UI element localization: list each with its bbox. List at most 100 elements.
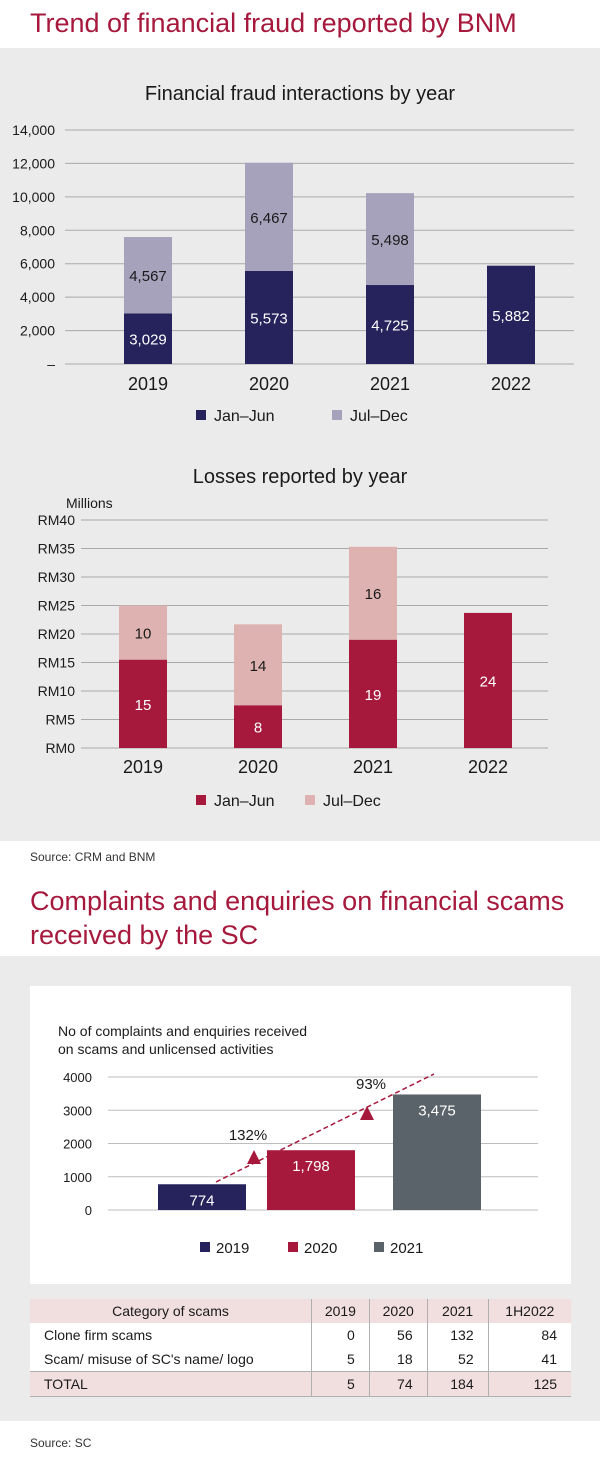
growth-label: 93% [356,1076,386,1093]
growth-label: 132% [229,1127,267,1144]
y-tick-label: RM10 [38,683,76,699]
bar-2019-s0 [119,659,167,748]
y-tick-label: RM40 [38,512,76,528]
chart3-title-line2: on scams and unlicensed activities [58,1041,274,1057]
bar-value-label: 5,498 [371,232,409,249]
bar-value-label: 15 [135,697,152,714]
y-tick-label: 2,000 [20,323,55,339]
losses-chart: Losses reported by year Millions RM0 RM5 R… [38,466,548,810]
x-tick-label: 2021 [370,374,410,394]
legend-swatch-jul-dec [305,795,315,805]
legend-label-jan-jun: Jan–Jun [214,793,275,810]
bar-2019 [158,1184,246,1210]
y-tick-label: – [47,356,55,372]
legend-swatch-2019 [200,1242,210,1252]
y-tick-label: 4,000 [20,289,55,305]
header-category: Category of scams [112,1303,229,1319]
legend-label-jul-dec: Jul–Dec [350,408,408,425]
x-tick-label: 2019 [123,757,163,777]
bar-value-label: 6,467 [250,210,288,227]
y-tick-label: 0 [85,1203,92,1218]
y-tick-label: 14,000 [12,122,55,138]
scam-category-table: Category of scams 2019 2020 2021 1H2022 … [30,1299,571,1397]
y-tick-label: 1000 [63,1170,92,1185]
bar-2020-s1 [245,162,293,271]
y-tick-label: RM35 [38,541,76,557]
y-tick-label: 6,000 [20,256,55,272]
row-cell: 18 [368,1347,428,1372]
section2-source: Source: SC [30,1436,92,1450]
legend-swatch-2020 [288,1242,298,1252]
x-tick-label: 2020 [238,757,278,777]
legend-label-jul-dec: Jul–Dec [323,793,381,810]
chart2-unit-label: Millions [66,495,113,511]
bar-value-label: 774 [189,1192,214,1209]
bar-value-label: 14 [250,658,267,675]
x-tick-label: 2019 [128,374,168,394]
bar-2021-s1 [366,193,414,286]
bar-value-label: 19 [365,687,382,704]
legend-label-2021: 2021 [390,1240,423,1257]
table-row: Clone firm scams 0 56 132 84 [30,1323,571,1347]
bar-value-label: 1,798 [292,1158,330,1175]
table-header-row: Category of scams 2019 2020 2021 1H2022 [30,1299,571,1323]
bar-2021-s0 [366,285,414,364]
bar-value-label: 24 [480,673,497,690]
bar-2019-s1 [124,237,172,314]
y-tick-label: 8,000 [20,222,55,238]
total-label: TOTAL [30,1371,312,1397]
y-tick-label: 2000 [63,1137,92,1152]
y-tick-label: RM15 [38,655,76,671]
y-tick-label: RM20 [38,626,76,642]
y-tick-label: RM0 [45,740,75,756]
bar-value-label: 4,567 [129,268,167,285]
y-tick-label: 12,000 [12,155,55,171]
section1-title: Trend of financial fraud reported by BNM [30,8,517,38]
bar-2022-s0 [487,265,535,364]
table-total-row: TOTAL 5 74 184 125 [30,1371,571,1397]
bar-value-label: 8 [254,720,262,737]
row-cell: 5 [311,1347,370,1372]
bar-value-label: 5,882 [492,308,530,325]
legend-swatch-jan-jun [196,410,206,420]
header-2021: 2021 [426,1299,489,1323]
bar-value-label: 10 [135,626,152,643]
section1-source: Source: CRM and BNM [30,850,156,864]
legend-label-2019: 2019 [216,1240,249,1257]
y-tick-label: 4000 [63,1070,92,1085]
chart2-title: Losses reported by year [193,466,408,488]
section2-title: Complaints and enquiries on financial sc… [30,884,564,952]
row-cell: 56 [368,1323,428,1347]
bar-2019-s1 [119,605,167,660]
bar-value-label: 4,725 [371,318,409,335]
total-cell: 5 [311,1371,370,1397]
bar-2021-s1 [349,546,397,640]
chart3-title-line1: No of complaints and enquiries received [58,1023,307,1039]
x-tick-label: 2020 [249,374,289,394]
bar-2020-s0 [234,705,282,748]
row-category: Clone firm scams [44,1327,153,1343]
bar-2020-s0 [245,270,293,364]
y-tick-label: 10,000 [12,189,55,205]
bar-value-label: 3,029 [129,332,167,349]
legend-swatch-jan-jun [196,795,206,805]
chart1-title: Financial fraud interactions by year [145,83,455,105]
bar-value-label: 16 [365,586,382,603]
x-tick-label: 2022 [468,757,508,777]
legend-label-2020: 2020 [304,1240,337,1257]
x-tick-label: 2022 [491,374,531,394]
x-tick-label: 2021 [353,757,393,777]
y-tick-label: RM5 [45,712,75,728]
sc-complaints-chart: No of complaints and enquiries received … [58,1023,538,1257]
legend-swatch-jul-dec [332,410,342,420]
bar-value-label: 5,573 [250,310,288,327]
y-tick-label: RM25 [38,598,76,614]
legend-swatch-2021 [374,1242,384,1252]
table-row: Scam/ misuse of SC's name/ logo 5 18 52 … [30,1347,571,1372]
y-tick-label: 3000 [63,1103,92,1118]
total-cell: 74 [368,1371,428,1397]
growth-marker [360,1106,374,1120]
row-cell: 84 [487,1323,571,1347]
bar-2022-s0 [464,612,512,748]
bar-2021-s0 [349,639,397,748]
